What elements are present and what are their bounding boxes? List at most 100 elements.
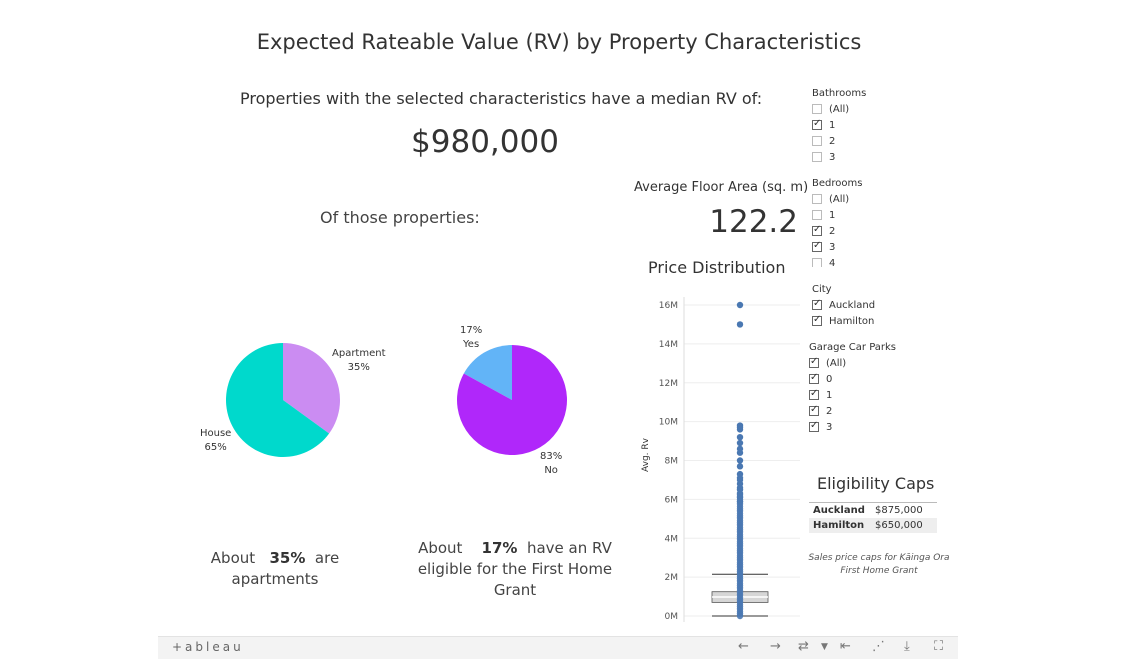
- pie-label-no: 83% No: [540, 450, 562, 478]
- filter-option-label: (All): [829, 193, 850, 205]
- dashboard-title: Expected Rateable Value (RV) by Property…: [256, 30, 862, 54]
- download-icon[interactable]: ⤓: [904, 639, 910, 654]
- filter-option[interactable]: 3: [809, 419, 929, 435]
- garage-filter: Garage Car Parks (All) 0 1 2 3: [809, 342, 929, 435]
- data-point: [736, 321, 744, 328]
- pie-label-no-name: No: [544, 465, 558, 476]
- checkbox[interactable]: [809, 356, 819, 368]
- filter-option-label: Auckland: [829, 299, 876, 311]
- chevron-down-icon[interactable]: ▼: [821, 642, 828, 652]
- filter-option-label: 2: [829, 225, 836, 237]
- revert-icon[interactable]: ⇄: [798, 639, 809, 654]
- property-type-pie-chart[interactable]: [170, 320, 410, 490]
- price-distribution-chart[interactable]: Avg. Rv 0M 2M 4M 6M 8M 10M 12M 14M 16M: [630, 285, 805, 627]
- eligibility-cap: $875,000: [875, 505, 923, 516]
- pie-slice-house[interactable]: [226, 343, 330, 457]
- filter-option[interactable]: 0: [809, 371, 929, 387]
- price-distribution-title: Price Distribution: [648, 258, 786, 277]
- pie-label-apartment-name: Apartment: [332, 348, 386, 359]
- table-row: Auckland $875,000: [809, 503, 937, 518]
- pie-slice-apartment[interactable]: [283, 343, 340, 434]
- filter-option[interactable]: 2: [809, 403, 929, 419]
- y-tick-label: 10M: [659, 418, 678, 428]
- tableau-logo[interactable]: +ableau: [172, 640, 244, 654]
- data-point: [736, 433, 744, 441]
- filter-option[interactable]: (All): [809, 355, 929, 371]
- checkbox[interactable]: [812, 210, 822, 220]
- filter-option-label: (All): [829, 103, 850, 115]
- pie-label-house-name: House: [200, 428, 232, 439]
- pie-label-apartment-pct: 35%: [347, 362, 370, 373]
- checkbox[interactable]: [809, 420, 819, 432]
- y-axis-label: Avg. Rv: [641, 437, 651, 472]
- checkbox[interactable]: [812, 224, 822, 236]
- data-point: [736, 449, 744, 456]
- filter-option[interactable]: 1: [812, 207, 932, 223]
- grant-caption-post: have an RV: [526, 539, 612, 557]
- redo-icon[interactable]: →: [770, 639, 781, 654]
- pie-slice-yes[interactable]: [463, 345, 512, 400]
- filter-option[interactable]: 2: [812, 133, 932, 149]
- data-point: [736, 426, 744, 433]
- grant-caption: About 17% have an RV eligible for the Fi…: [410, 538, 620, 601]
- pie-label-house-pct: 65%: [204, 442, 227, 453]
- data-point: [736, 301, 744, 309]
- median-label: Properties with the selected characteris…: [240, 89, 763, 108]
- grant-caption-pre: About: [418, 539, 463, 557]
- filter-option-label: 1: [829, 119, 836, 131]
- checkbox[interactable]: [812, 240, 822, 252]
- grant-caption-pct: 17%: [481, 539, 518, 557]
- fullscreen-icon[interactable]: ⛶: [934, 639, 944, 654]
- pie-label-yes: 17% Yes: [460, 324, 482, 352]
- filter-option[interactable]: 1: [809, 387, 929, 403]
- filter-option-label: 2: [829, 135, 836, 147]
- checkbox[interactable]: [809, 388, 819, 400]
- y-tick-label: 14M: [659, 340, 678, 350]
- y-tick-label: 0M: [665, 612, 679, 622]
- apartments-caption: About 35% are apartments: [200, 548, 350, 590]
- data-point: [736, 457, 744, 464]
- filter-option[interactable]: Hamilton: [812, 313, 932, 329]
- bedrooms-filter: Bedrooms (All) 1 2 3 4: [812, 178, 932, 267]
- eligibility-cap: $650,000: [875, 520, 923, 531]
- eligibility-caps-title: Eligibility Caps: [817, 474, 935, 493]
- eligibility-note: Sales price caps for Kāinga Ora First Ho…: [808, 553, 950, 576]
- filter-option[interactable]: 3: [812, 149, 932, 165]
- checkbox[interactable]: [812, 104, 822, 114]
- filter-option[interactable]: 3: [812, 239, 932, 255]
- pie-label-no-pct: 83%: [540, 451, 563, 462]
- garage-filter-title: Garage Car Parks: [809, 342, 897, 353]
- checkbox[interactable]: [809, 404, 819, 416]
- apartments-caption-pct: 35%: [269, 549, 306, 567]
- filter-option-label: 3: [829, 151, 836, 163]
- filter-option-label: (All): [826, 357, 847, 369]
- filter-option[interactable]: (All): [812, 191, 932, 207]
- checkbox[interactable]: [812, 314, 822, 326]
- filter-option[interactable]: 4: [812, 255, 932, 267]
- median-value: $980,000: [411, 124, 559, 160]
- grant-caption-line2: eligible for the First Home: [417, 560, 613, 578]
- apartments-caption-post: are: [314, 549, 340, 567]
- checkbox[interactable]: [812, 298, 822, 310]
- filter-option-label: 2: [826, 405, 833, 417]
- checkbox[interactable]: [809, 372, 819, 384]
- checkbox[interactable]: [812, 194, 822, 204]
- pie-slice-no[interactable]: [457, 345, 567, 455]
- checkbox[interactable]: [812, 118, 822, 130]
- checkbox[interactable]: [812, 136, 822, 146]
- filter-option[interactable]: 2: [812, 223, 932, 239]
- checkbox[interactable]: [812, 258, 822, 267]
- share-icon[interactable]: ⋰: [872, 639, 885, 654]
- y-tick-label: 16M: [659, 301, 678, 311]
- filter-option-label: 1: [829, 209, 836, 221]
- city-filter: City Auckland Hamilton: [812, 284, 932, 329]
- reset-icon[interactable]: ⇤: [840, 639, 851, 654]
- checkbox[interactable]: [812, 152, 822, 162]
- floor-area-value: 122.2: [709, 204, 798, 240]
- filter-option[interactable]: 1: [812, 117, 932, 133]
- grant-eligibility-pie-chart[interactable]: [430, 320, 600, 490]
- filter-option-label: 3: [826, 421, 833, 433]
- filter-option[interactable]: (All): [812, 101, 932, 117]
- filter-option[interactable]: Auckland: [812, 297, 932, 313]
- undo-icon[interactable]: ←: [738, 639, 749, 654]
